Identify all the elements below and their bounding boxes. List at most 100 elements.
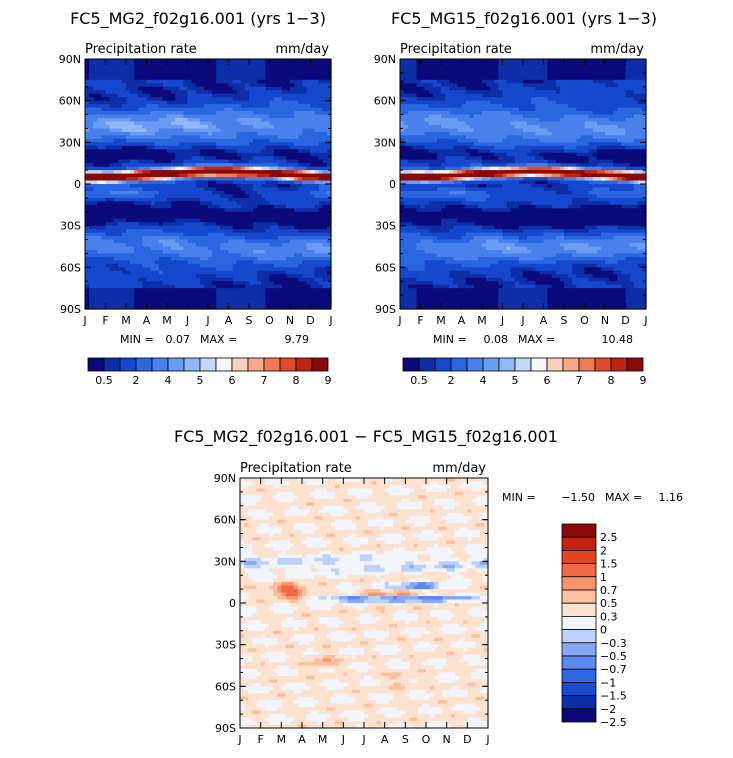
field-cell [163, 236, 168, 240]
field-cell [605, 87, 610, 91]
field-cell [265, 285, 270, 289]
field-cell [298, 139, 303, 143]
field-cell [233, 226, 238, 230]
field-cell [270, 208, 275, 212]
field-cell [85, 115, 90, 119]
field-cell [163, 101, 168, 105]
field-cell [548, 80, 553, 84]
field-cell [249, 163, 254, 167]
field-cell [159, 115, 164, 119]
field-cell [544, 87, 549, 91]
field-cell [208, 62, 213, 66]
field-cell [155, 132, 160, 136]
field-cell [155, 139, 160, 143]
field-cell [118, 146, 123, 150]
field-cell [93, 66, 98, 70]
field-cell [188, 295, 193, 299]
field-cell [270, 69, 275, 73]
field-cell [245, 219, 250, 223]
field-cell [130, 260, 135, 264]
field-cell [130, 146, 135, 150]
field-cell [605, 73, 610, 77]
field-cell [192, 212, 197, 216]
field-cell [257, 187, 262, 191]
field-cell [118, 128, 123, 132]
field-cell [560, 83, 565, 87]
field-cell [167, 118, 172, 122]
field-cell [286, 285, 291, 289]
field-cell [126, 181, 131, 185]
field-cell [155, 212, 160, 216]
field-cell [270, 142, 275, 146]
field-cell [498, 66, 503, 70]
field-cell [282, 156, 287, 160]
field-cell [290, 125, 295, 129]
field-cell [311, 288, 316, 292]
field-cell [229, 122, 234, 126]
field-cell [286, 240, 291, 244]
field-cell [515, 87, 520, 91]
field-cell [249, 73, 254, 77]
field-cell [572, 73, 577, 77]
field-cell [315, 274, 320, 278]
field-cell [192, 139, 197, 143]
field-cell [97, 191, 102, 195]
field-cell [245, 181, 250, 185]
field-cell [179, 139, 184, 143]
field-cell [274, 198, 279, 202]
field-cell [179, 90, 184, 94]
field-cell [286, 97, 291, 101]
field-cell [212, 142, 217, 146]
field-cell [294, 73, 299, 77]
field-cell [286, 142, 291, 146]
field-cell [196, 194, 201, 198]
field-cell [110, 66, 115, 70]
field-cell [552, 80, 557, 84]
field-cell [278, 253, 283, 257]
field-cell [237, 153, 242, 157]
field-cell [433, 59, 438, 63]
field-cell [224, 115, 229, 119]
field-cell [130, 87, 135, 91]
field-cell [183, 257, 188, 261]
field-cell [138, 226, 143, 230]
field-cell [155, 94, 160, 98]
field-cell [122, 66, 127, 70]
field-cell [319, 302, 324, 306]
field-cell [171, 149, 176, 153]
field-cell [323, 292, 328, 296]
field-cell [106, 59, 111, 63]
field-cell [237, 160, 242, 164]
field-cell [89, 66, 94, 70]
field-cell [511, 83, 516, 87]
field-cell [404, 66, 409, 70]
field-cell [580, 76, 585, 80]
panel-mg15-field [400, 59, 647, 310]
field-cell [290, 187, 295, 191]
field-cell [175, 62, 180, 66]
field-cell [302, 285, 307, 289]
field-cell [167, 59, 172, 63]
field-cell [282, 153, 287, 157]
field-cell [171, 236, 176, 240]
field-cell [204, 146, 209, 150]
field-cell [466, 69, 471, 73]
field-cell [306, 97, 311, 101]
field-cell [605, 80, 610, 84]
colorbar-label: 5 [197, 374, 204, 387]
field-cell [171, 253, 176, 257]
field-cell [110, 153, 115, 157]
field-cell [257, 170, 262, 174]
field-cell [163, 187, 168, 191]
field-cell [130, 181, 135, 185]
field-cell [270, 135, 275, 139]
field-cell [245, 184, 250, 188]
field-cell [147, 215, 152, 219]
field-cell [233, 167, 238, 171]
field-cell [270, 264, 275, 268]
field-cell [134, 184, 139, 188]
field-cell [245, 97, 250, 101]
field-cell [106, 278, 111, 282]
field-cell [171, 187, 176, 191]
field-cell [118, 139, 123, 143]
